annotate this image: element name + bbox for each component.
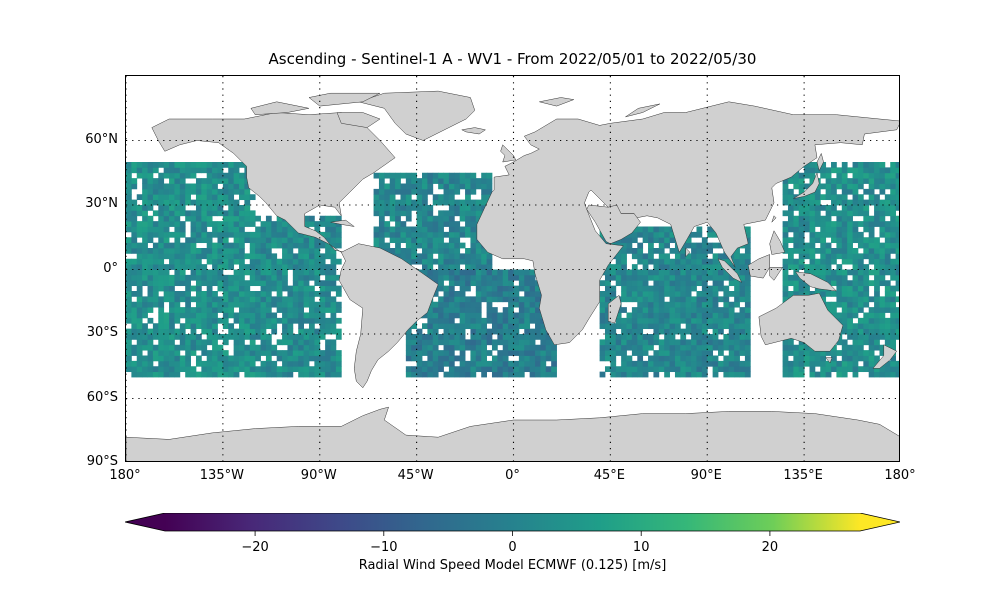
colorbar-tick-label: 0 [508, 540, 517, 555]
colorbar-tick-label: −10 [370, 540, 398, 555]
colorbar-label: Radial Wind Speed Model ECMWF (0.125) [m… [358, 558, 667, 573]
colorbar-tick-label: −20 [241, 540, 269, 555]
lon-tick-label: 135°E [783, 468, 823, 483]
colorbar [125, 513, 900, 536]
land-greenland [358, 90, 476, 141]
land-borneo [747, 254, 770, 279]
wind-speed-data-layer [126, 162, 899, 378]
land-eurasia-africa [476, 101, 899, 346]
land-iceland [461, 127, 486, 135]
lat-tick-label: 0° [103, 260, 118, 276]
colorbar-ticks [254, 531, 771, 536]
lat-tick-label: 30°S [86, 325, 118, 340]
land-arabia-cutout [586, 204, 641, 244]
land-madagascar [607, 295, 622, 324]
land-antarctica [126, 406, 899, 461]
graticule-layer [126, 76, 899, 461]
land-canadian-arctic-1 [250, 101, 310, 115]
colorbar-tick-label: 20 [761, 540, 779, 555]
land-australia [758, 292, 844, 352]
swath-region-1 [255, 215, 342, 378]
land-japan [793, 172, 820, 199]
land-sakhalin [816, 153, 824, 171]
land-novaya-zemlya [625, 103, 661, 118]
map-panel[interactable] [125, 75, 900, 462]
land-new-guinea [795, 271, 837, 292]
land-new-zealand [872, 344, 897, 369]
land-tasmania [825, 357, 833, 364]
lon-tick-label: 90°E [690, 468, 722, 483]
swath-region-0 [126, 162, 256, 378]
colorbar-extend-high [860, 513, 900, 531]
land-south-america [338, 243, 439, 389]
lon-tick-label: 45°E [593, 468, 626, 483]
colorbar-extend-low [125, 513, 165, 531]
lon-tick-label: 180° [884, 468, 916, 483]
colorbar-tick-label: 10 [632, 540, 650, 555]
land-svalbard [539, 97, 575, 107]
land-sumatra [717, 258, 742, 283]
lon-tick-label: 135°W [199, 468, 244, 483]
lat-tick-label: 60°S [86, 389, 118, 405]
lon-tick-label: 90°W [300, 468, 337, 483]
lat-tick-label: 30°N [85, 196, 118, 211]
land-cuba [330, 219, 355, 227]
colorbar-gradient [165, 513, 860, 531]
lon-tick-label: 180° [109, 468, 141, 483]
lon-tick-label: 45°W [397, 468, 434, 483]
land-sri-lanka [685, 247, 691, 257]
lat-tick-label: 60°N [85, 131, 118, 147]
land-taiwan [771, 215, 777, 223]
land-layer [126, 90, 899, 461]
land-uk [500, 144, 516, 163]
world-map[interactable] [126, 76, 900, 462]
land-canadian-arctic-2 [308, 92, 381, 107]
lon-tick-label: 0° [505, 468, 520, 483]
map-title: Ascending - Sentinel-1 A - WV1 - From 20… [268, 50, 757, 68]
land-baffin [336, 112, 381, 128]
land-celebes [769, 267, 783, 281]
land-philippines [769, 230, 786, 255]
lat-tick-label: 90°S [86, 454, 118, 469]
